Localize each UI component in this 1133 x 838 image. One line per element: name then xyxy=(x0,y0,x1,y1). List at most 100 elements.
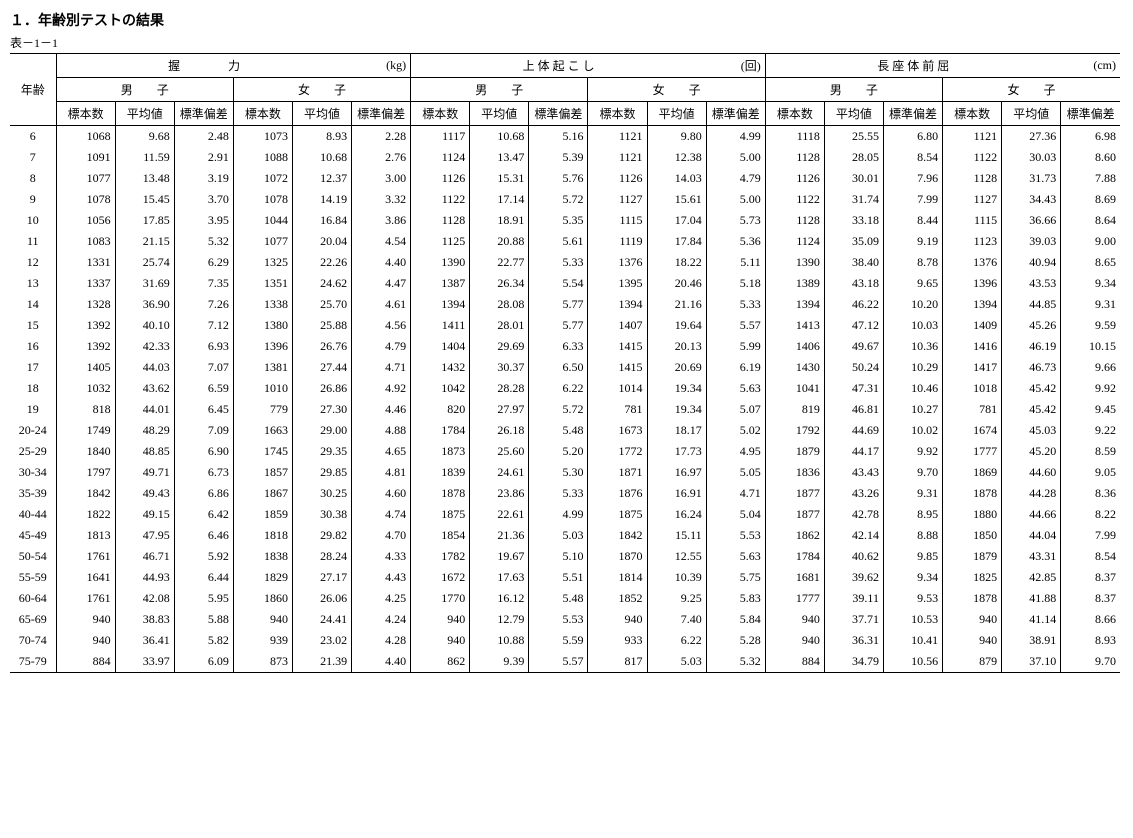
cell-value: 7.26 xyxy=(174,294,233,315)
cell-value: 5.73 xyxy=(706,210,765,231)
cell-value: 3.00 xyxy=(352,168,411,189)
cell-value: 5.54 xyxy=(529,273,588,294)
cell-value: 20.13 xyxy=(647,336,706,357)
cell-value: 5.33 xyxy=(706,294,765,315)
cell-value: 4.61 xyxy=(352,294,411,315)
cell-value: 1415 xyxy=(588,336,647,357)
subcol-sd: 標準偏差 xyxy=(174,102,233,126)
cell-value: 29.85 xyxy=(292,462,351,483)
cell-value: 5.16 xyxy=(529,126,588,148)
cell-value: 940 xyxy=(943,609,1002,630)
cell-value: 1121 xyxy=(588,147,647,168)
cell-age: 16 xyxy=(10,336,56,357)
cell-value: 4.40 xyxy=(352,252,411,273)
cell-value: 3.95 xyxy=(174,210,233,231)
subcol-n: 標本数 xyxy=(56,102,115,126)
cell-value: 6.98 xyxy=(1061,126,1120,148)
cell-value: 4.99 xyxy=(706,126,765,148)
table-row: 1981844.016.4577927.304.4682027.975.7278… xyxy=(10,399,1120,420)
cell-value: 9.39 xyxy=(470,651,529,673)
cell-value: 10.29 xyxy=(883,357,942,378)
cell-value: 8.95 xyxy=(883,504,942,525)
cell-value: 36.66 xyxy=(1002,210,1061,231)
cell-value: 1681 xyxy=(765,567,824,588)
cell-value: 1749 xyxy=(56,420,115,441)
cell-value: 44.69 xyxy=(824,420,883,441)
cell-value: 1121 xyxy=(943,126,1002,148)
table-row: 35-39184249.436.86186730.254.60187823.86… xyxy=(10,483,1120,504)
table-row: 20-24174948.297.09166329.004.88178426.18… xyxy=(10,420,1120,441)
cell-value: 16.12 xyxy=(470,588,529,609)
cell-value: 11.59 xyxy=(115,147,174,168)
cell-value: 43.43 xyxy=(824,462,883,483)
cell-value: 1122 xyxy=(943,147,1002,168)
cell-value: 8.93 xyxy=(1061,630,1120,651)
subcol-n: 標本数 xyxy=(943,102,1002,126)
cell-value: 1056 xyxy=(56,210,115,231)
cell-value: 44.01 xyxy=(115,399,174,420)
cell-value: 43.26 xyxy=(824,483,883,504)
cell-value: 25.74 xyxy=(115,252,174,273)
cell-value: 1430 xyxy=(765,357,824,378)
cell-value: 781 xyxy=(943,399,1002,420)
cell-value: 48.85 xyxy=(115,441,174,462)
cell-value: 5.10 xyxy=(529,546,588,567)
cell-value: 21.15 xyxy=(115,231,174,252)
cell-value: 6.19 xyxy=(706,357,765,378)
cell-value: 1784 xyxy=(411,420,470,441)
cell-value: 1761 xyxy=(56,588,115,609)
cell-value: 1392 xyxy=(56,336,115,357)
cell-value: 5.88 xyxy=(174,609,233,630)
cell-value: 27.17 xyxy=(292,567,351,588)
cell-age: 11 xyxy=(10,231,56,252)
table-row: 65-6994038.835.8894024.414.2494012.795.5… xyxy=(10,609,1120,630)
cell-value: 4.65 xyxy=(352,441,411,462)
cell-value: 933 xyxy=(588,630,647,651)
metric-situp-label: 上 体 起 こ し xyxy=(411,54,707,78)
cell-age: 40-44 xyxy=(10,504,56,525)
cell-value: 1857 xyxy=(233,462,292,483)
cell-value: 1822 xyxy=(56,504,115,525)
cell-value: 13.48 xyxy=(115,168,174,189)
cell-value: 6.50 xyxy=(529,357,588,378)
cell-value: 9.70 xyxy=(883,462,942,483)
cell-value: 1122 xyxy=(411,189,470,210)
cell-value: 6.29 xyxy=(174,252,233,273)
cell-value: 19.64 xyxy=(647,315,706,336)
sex-male: 男 子 xyxy=(411,78,588,102)
cell-value: 940 xyxy=(765,609,824,630)
cell-value: 939 xyxy=(233,630,292,651)
table-row: 10105617.853.95104416.843.86112818.915.3… xyxy=(10,210,1120,231)
cell-value: 1118 xyxy=(765,126,824,148)
cell-value: 25.70 xyxy=(292,294,351,315)
cell-value: 8.44 xyxy=(883,210,942,231)
table-header: 年齢 握 力 (kg) 上 体 起 こ し (回) 長 座 体 前 屈 (cm)… xyxy=(10,54,1120,126)
cell-value: 30.37 xyxy=(470,357,529,378)
cell-value: 9.65 xyxy=(883,273,942,294)
cell-value: 44.28 xyxy=(1002,483,1061,504)
cell-value: 1873 xyxy=(411,441,470,462)
cell-value: 8.59 xyxy=(1061,441,1120,462)
cell-value: 36.31 xyxy=(824,630,883,651)
table-row: 70-7494036.415.8293923.024.2894010.885.5… xyxy=(10,630,1120,651)
cell-value: 33.18 xyxy=(824,210,883,231)
cell-value: 9.00 xyxy=(1061,231,1120,252)
cell-value: 5.59 xyxy=(529,630,588,651)
cell-age: 13 xyxy=(10,273,56,294)
cell-value: 41.14 xyxy=(1002,609,1061,630)
cell-value: 5.61 xyxy=(529,231,588,252)
cell-value: 20.04 xyxy=(292,231,351,252)
cell-value: 37.10 xyxy=(1002,651,1061,673)
cell-value: 818 xyxy=(56,399,115,420)
cell-age: 8 xyxy=(10,168,56,189)
cell-value: 10.39 xyxy=(647,567,706,588)
cell-value: 8.54 xyxy=(883,147,942,168)
cell-value: 12.79 xyxy=(470,609,529,630)
cell-value: 1380 xyxy=(233,315,292,336)
cell-age: 75-79 xyxy=(10,651,56,673)
cell-value: 1078 xyxy=(56,189,115,210)
cell-value: 9.05 xyxy=(1061,462,1120,483)
metric-situp-unit: (回) xyxy=(706,54,765,78)
table-row: 55-59164144.936.44182927.174.43167217.63… xyxy=(10,567,1120,588)
cell-value: 1407 xyxy=(588,315,647,336)
